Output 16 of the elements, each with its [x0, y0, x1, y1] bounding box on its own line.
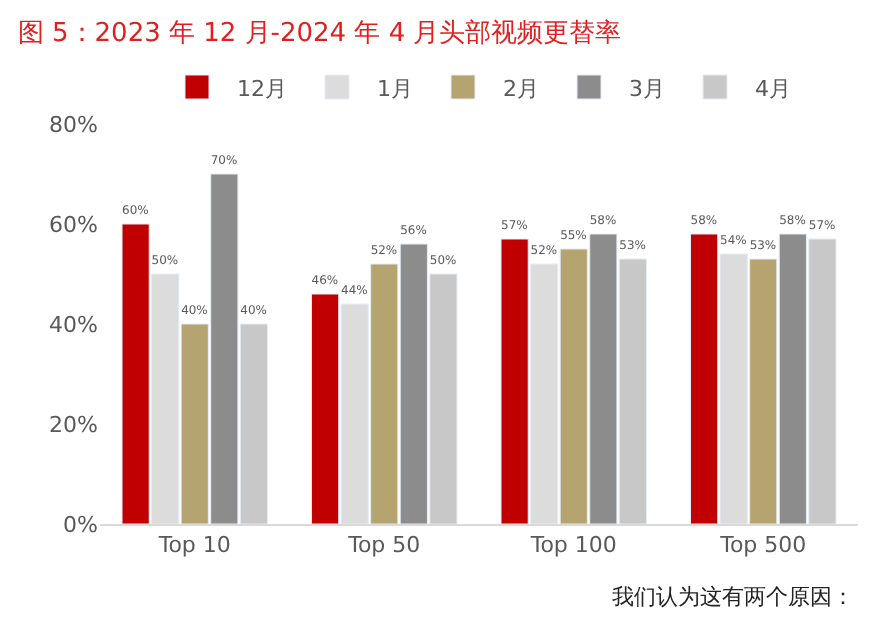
legend-label: 1月 [377, 75, 413, 102]
y-tick-label: 0% [63, 511, 98, 538]
y-tick-label: 60% [49, 211, 98, 238]
y-tick-label: 20% [49, 411, 98, 438]
y-tick-label: 40% [49, 311, 98, 338]
legend-label: 4月 [755, 75, 791, 102]
x-tick-label: Top 100 [528, 532, 617, 559]
y-tick-label: 80% [49, 111, 98, 138]
legend-label: 12月 [237, 75, 287, 102]
legend-label: 3月 [629, 75, 665, 102]
chart-title: 图 5：2023 年 12 月-2024 年 4 月头部视频更替率 [17, 16, 622, 49]
x-tick-label: Top 500 [718, 532, 807, 559]
x-tick-label: Top 50 [346, 532, 421, 559]
legend-label: 2月 [503, 75, 539, 102]
text: 我们认为这有两个原因： [612, 584, 854, 610]
x-tick-label: Top 10 [156, 532, 231, 559]
